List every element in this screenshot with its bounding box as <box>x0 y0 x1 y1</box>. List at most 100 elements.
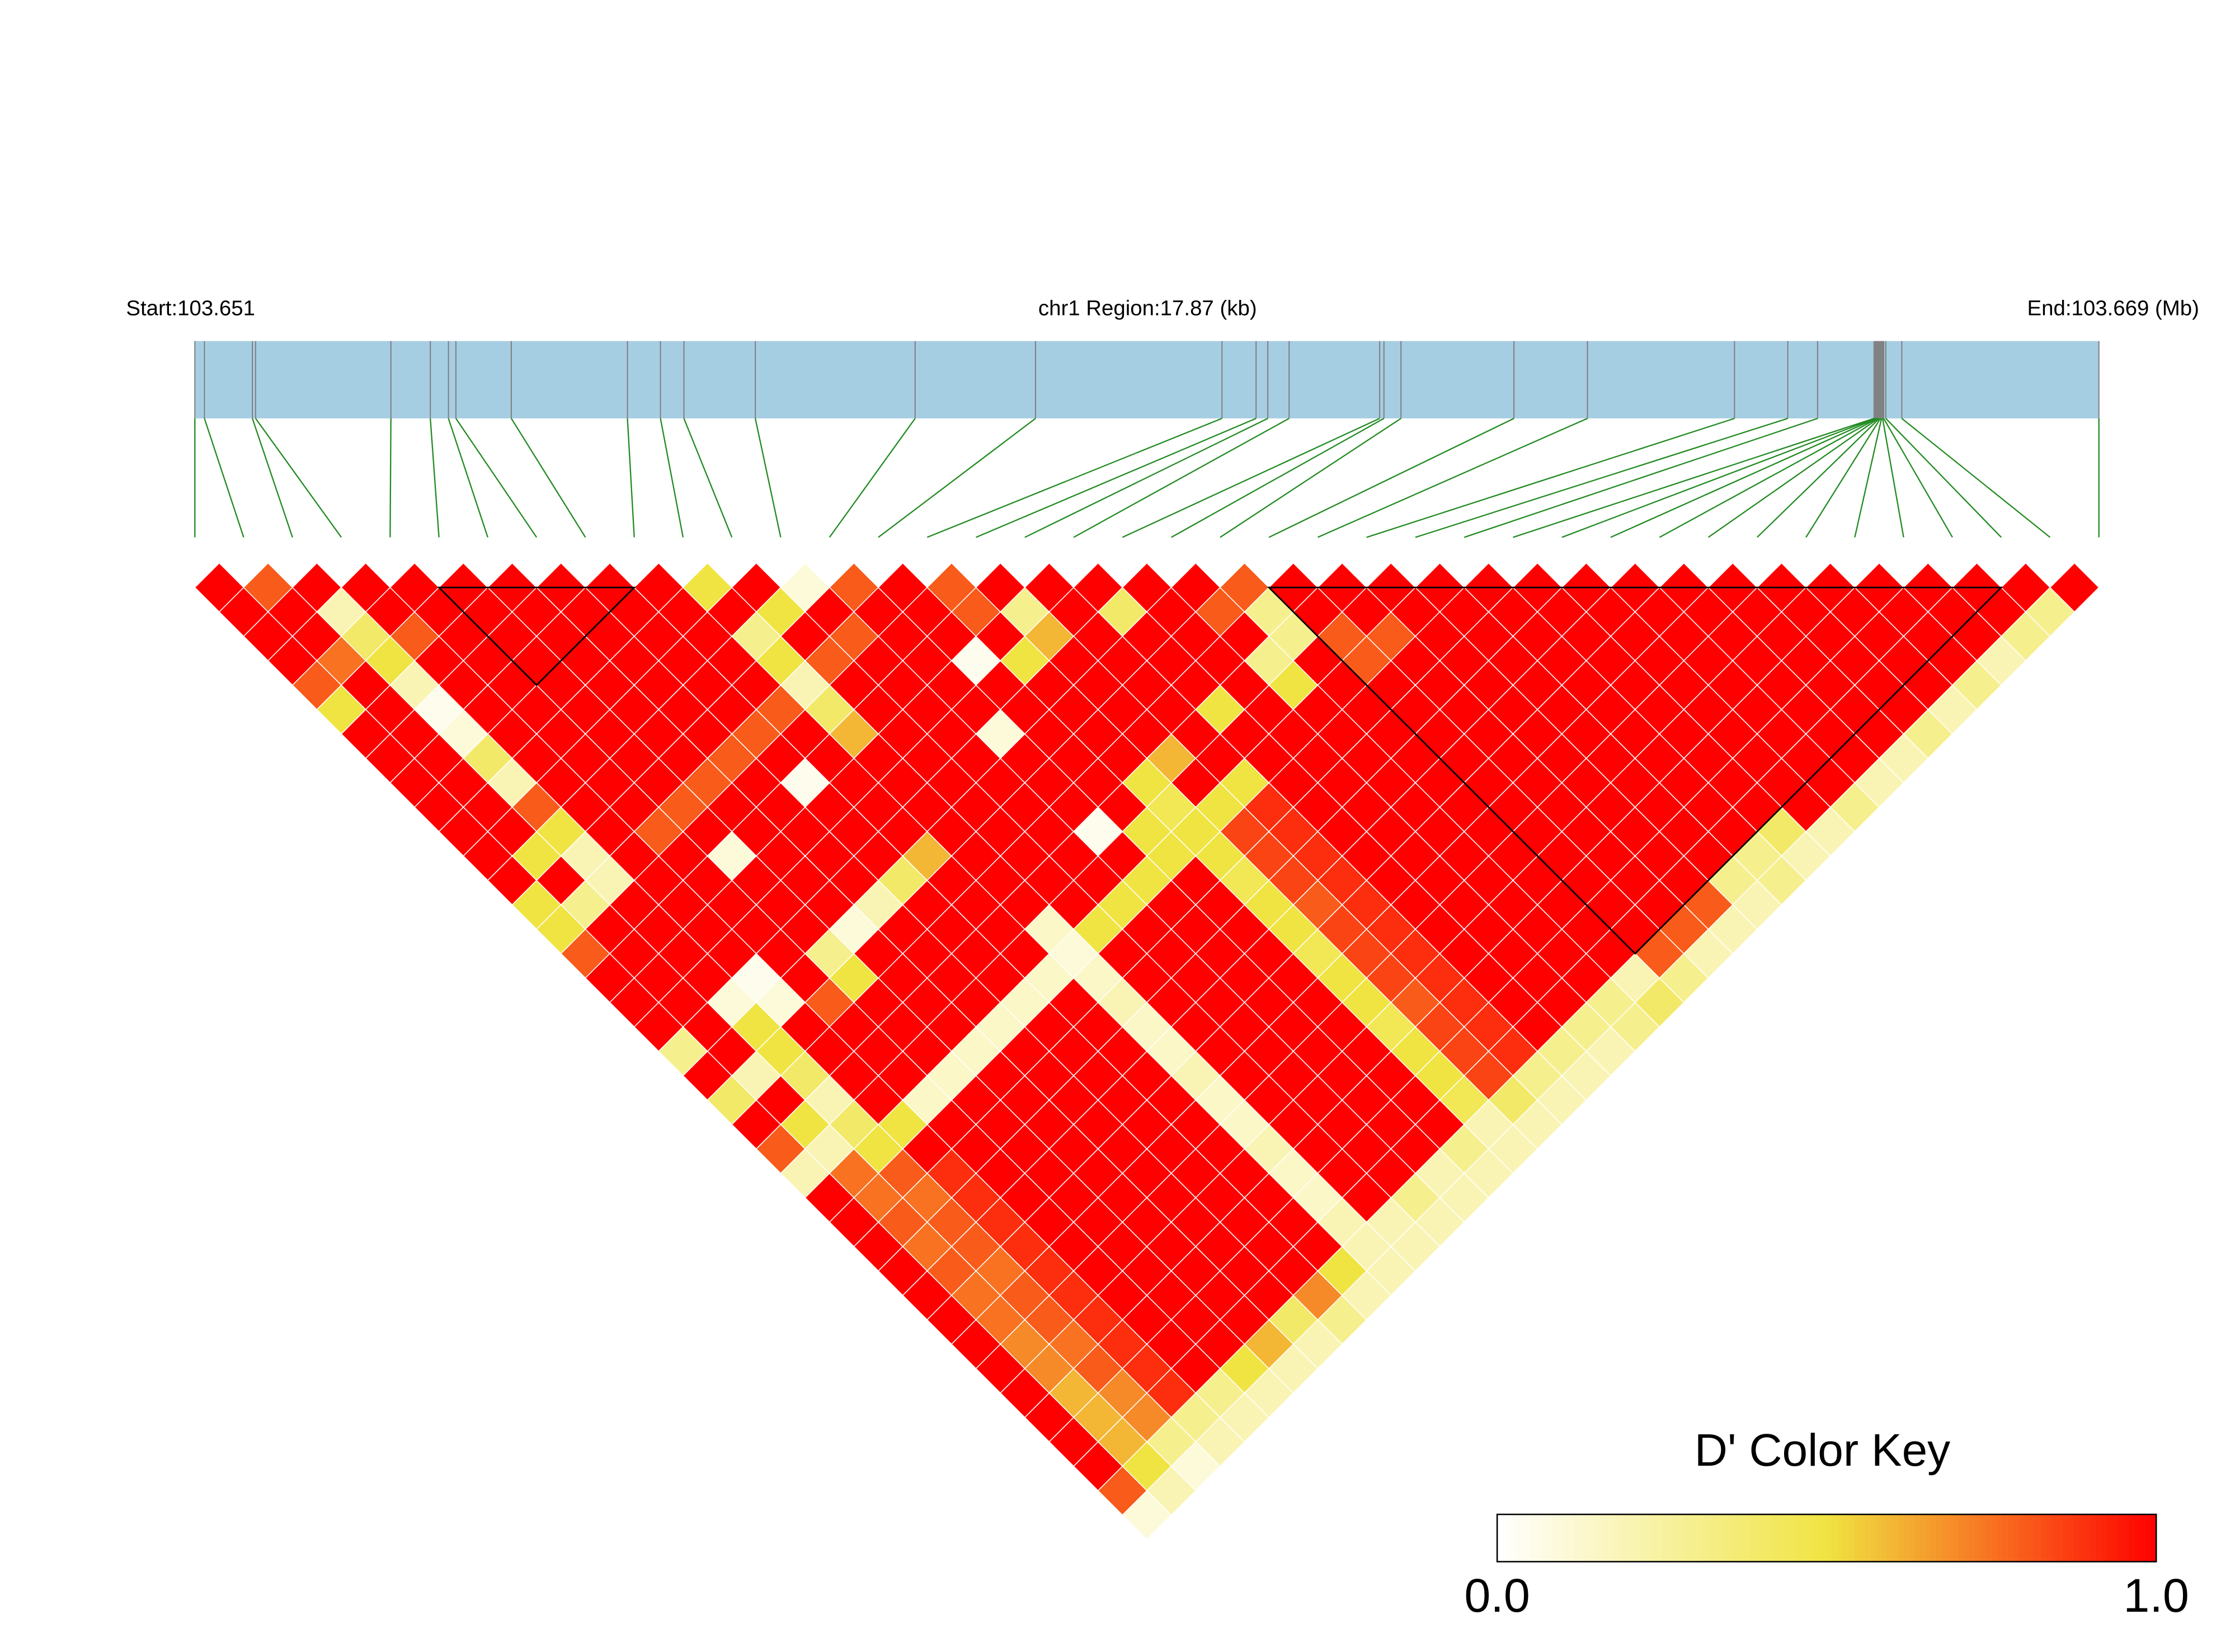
key-swatch <box>1804 1514 1811 1562</box>
snp-link-line <box>1707 417 1879 538</box>
key-swatch <box>1909 1514 1916 1562</box>
key-swatch <box>1618 1514 1624 1562</box>
snp-link-line <box>252 418 293 538</box>
key-tick-label: 1.0 <box>2123 1569 2189 1622</box>
key-swatch <box>1524 1514 1531 1562</box>
snp-link-line <box>754 418 782 538</box>
snp-link-line <box>1901 418 2051 538</box>
key-swatch <box>2030 1514 2036 1562</box>
snp-link-line <box>1122 417 1380 538</box>
key-swatch <box>1502 1514 1509 1562</box>
key-swatch <box>1607 1514 1613 1562</box>
key-swatch <box>2008 1514 2014 1562</box>
key-swatch <box>2101 1514 2107 1562</box>
key-swatch <box>1667 1514 1674 1562</box>
key-swatch <box>1568 1514 1575 1562</box>
key-swatch <box>1975 1514 1982 1562</box>
key-swatch <box>1706 1514 1712 1562</box>
start-label: Start:103.651 <box>126 296 255 321</box>
snp-link-line <box>1268 417 1514 538</box>
key-swatch <box>1936 1514 1943 1562</box>
key-swatch <box>1860 1514 1866 1562</box>
key-swatch <box>1892 1514 1899 1562</box>
key-swatch <box>1794 1514 1800 1562</box>
key-swatch <box>1728 1514 1734 1562</box>
snp-link-line <box>1883 418 1953 538</box>
key-swatch <box>2134 1514 2140 1562</box>
key-swatch <box>1799 1514 1805 1562</box>
key-swatch <box>2106 1514 2113 1562</box>
key-swatch <box>1673 1514 1679 1562</box>
key-swatch <box>1980 1514 1987 1562</box>
snp-link-line <box>1415 417 1788 538</box>
key-title: D' Color Key <box>1695 1425 1950 1476</box>
key-swatch <box>2096 1514 2102 1562</box>
key-swatch <box>1848 1514 1855 1562</box>
key-swatch <box>1887 1514 1893 1562</box>
snp-link-line <box>660 418 684 538</box>
key-swatch <box>1563 1514 1569 1562</box>
key-swatch <box>2090 1514 2097 1562</box>
key-swatch <box>2063 1514 2069 1562</box>
key-swatch <box>1601 1514 1608 1562</box>
key-swatch <box>1662 1514 1668 1562</box>
key-frame <box>1496 1513 2157 1562</box>
key-swatch <box>1947 1514 1954 1562</box>
key-swatch <box>1656 1514 1663 1562</box>
snp-link-line <box>1073 417 1290 538</box>
key-swatch <box>1733 1514 1740 1562</box>
snp-link-line <box>1171 417 1385 538</box>
key-swatch <box>2139 1514 2146 1562</box>
key-swatch <box>1942 1514 1949 1562</box>
key-swatch <box>1749 1514 1756 1562</box>
snp-link-line <box>1464 417 1818 538</box>
snp-link-line <box>1881 418 1904 538</box>
key-swatch <box>1640 1514 1646 1562</box>
key-swatch <box>2057 1514 2064 1562</box>
key-swatch <box>1788 1514 1795 1562</box>
key-swatch <box>1925 1514 1932 1562</box>
key-swatch <box>1508 1514 1514 1562</box>
key-swatch <box>1552 1514 1559 1562</box>
key-swatch <box>2046 1514 2053 1562</box>
key-swatch <box>1931 1514 1937 1562</box>
key-swatch <box>1854 1514 1861 1562</box>
end-label: End:103.669 (Mb) <box>2027 296 2199 321</box>
snp-link-line <box>448 418 488 538</box>
snp-link-line <box>510 418 586 538</box>
key-swatch <box>1766 1514 1773 1562</box>
key-swatch <box>1898 1514 1904 1562</box>
key-swatch <box>2129 1514 2135 1562</box>
key-swatch <box>1870 1514 1877 1562</box>
key-swatch <box>1744 1514 1751 1562</box>
ld-matrix <box>194 562 2100 1540</box>
key-swatch <box>2024 1514 2031 1562</box>
snp-link-line <box>1659 417 1878 538</box>
snp-link-line <box>1885 418 2002 538</box>
key-swatch <box>1612 1514 1619 1562</box>
key-swatch <box>1782 1514 1789 1562</box>
key-swatch <box>1634 1514 1641 1562</box>
key-swatch <box>1596 1514 1602 1562</box>
key-swatch <box>2052 1514 2058 1562</box>
key-swatch <box>2145 1514 2152 1562</box>
snp-link-line <box>976 417 1257 538</box>
key-swatch <box>2118 1514 2124 1562</box>
key-swatch <box>1689 1514 1696 1562</box>
key-swatch <box>1991 1514 1998 1562</box>
key-swatch <box>1683 1514 1690 1562</box>
key-swatch <box>1832 1514 1838 1562</box>
key-swatch <box>1827 1514 1833 1562</box>
ld-cell <box>2049 562 2100 613</box>
key-swatch <box>1700 1514 1707 1562</box>
key-swatch <box>1591 1514 1597 1562</box>
key-swatch <box>1865 1514 1871 1562</box>
key-swatch <box>1497 1514 1503 1562</box>
region-track <box>195 341 2099 418</box>
key-swatch <box>1739 1514 1745 1562</box>
key-swatch <box>1952 1514 1959 1562</box>
key-swatch <box>1755 1514 1762 1562</box>
key-swatch <box>1574 1514 1580 1562</box>
snp-link-line <box>1024 417 1268 538</box>
key-swatch <box>2112 1514 2119 1562</box>
